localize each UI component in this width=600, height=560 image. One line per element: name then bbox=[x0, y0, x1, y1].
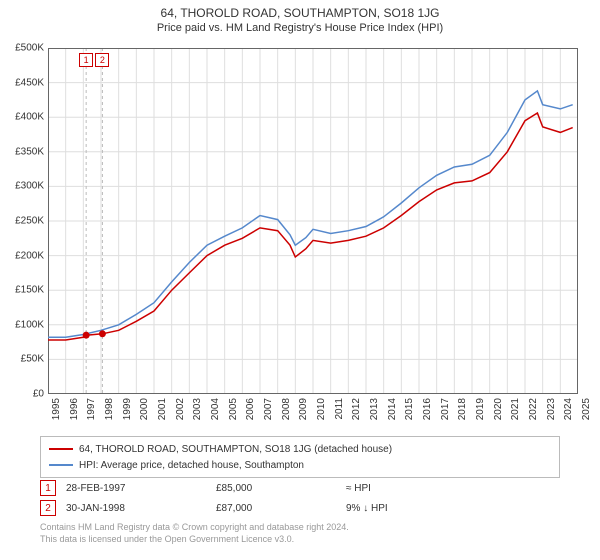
x-tick-label: 2016 bbox=[422, 398, 433, 420]
x-tick-label: 2001 bbox=[157, 398, 168, 420]
x-tick-label: 2014 bbox=[387, 398, 398, 420]
sale-marker-1: 1 bbox=[79, 53, 93, 67]
sale-date: 30-JAN-1998 bbox=[66, 503, 206, 514]
x-tick-label: 1996 bbox=[69, 398, 80, 420]
chart-plot-area: 12 bbox=[48, 48, 578, 394]
x-tick-label: 2021 bbox=[510, 398, 521, 420]
sale-number-box: 1 bbox=[40, 480, 56, 496]
y-tick-label: £50K bbox=[21, 354, 44, 365]
x-tick-label: 2002 bbox=[175, 398, 186, 420]
x-tick-label: 2003 bbox=[192, 398, 203, 420]
sale-number-box: 2 bbox=[40, 500, 56, 516]
x-tick-label: 2012 bbox=[351, 398, 362, 420]
legend-label: HPI: Average price, detached house, Sout… bbox=[79, 460, 304, 471]
y-tick-label: £350K bbox=[15, 146, 44, 157]
chart-title: 64, THOROLD ROAD, SOUTHAMPTON, SO18 1JG bbox=[0, 6, 600, 20]
y-tick-label: £250K bbox=[15, 216, 44, 227]
x-tick-label: 1995 bbox=[51, 398, 62, 420]
y-tick-label: £100K bbox=[15, 319, 44, 330]
x-tick-label: 2011 bbox=[334, 398, 345, 420]
x-tick-label: 2020 bbox=[493, 398, 504, 420]
x-tick-label: 1999 bbox=[122, 398, 133, 420]
y-tick-label: £150K bbox=[15, 285, 44, 296]
legend: 64, THOROLD ROAD, SOUTHAMPTON, SO18 1JG … bbox=[40, 436, 560, 478]
y-tick-label: £450K bbox=[15, 77, 44, 88]
y-tick-label: £200K bbox=[15, 250, 44, 261]
x-tick-label: 2013 bbox=[369, 398, 380, 420]
y-tick-label: £300K bbox=[15, 181, 44, 192]
x-tick-label: 2024 bbox=[563, 398, 574, 420]
x-axis: 1995 1996 1997 1998 1999 2000 2001 2002 2003 2004… bbox=[48, 396, 578, 432]
x-tick-label: 2025 bbox=[581, 398, 592, 420]
chart-svg bbox=[48, 48, 578, 394]
x-tick-label: 2007 bbox=[263, 398, 274, 420]
x-tick-label: 2010 bbox=[316, 398, 327, 420]
x-tick-label: 2023 bbox=[546, 398, 557, 420]
x-tick-label: 2004 bbox=[210, 398, 221, 420]
x-tick-label: 2017 bbox=[440, 398, 451, 420]
x-tick-label: 2008 bbox=[281, 398, 292, 420]
x-tick-label: 2015 bbox=[404, 398, 415, 420]
sale-price: £85,000 bbox=[216, 483, 336, 494]
x-tick-label: 2022 bbox=[528, 398, 539, 420]
legend-swatch bbox=[49, 448, 73, 450]
legend-item: HPI: Average price, detached house, Sout… bbox=[49, 457, 551, 473]
sale-date: 28-FEB-1997 bbox=[66, 483, 206, 494]
x-tick-label: 2019 bbox=[475, 398, 486, 420]
sale-price: £87,000 bbox=[216, 503, 336, 514]
legend-swatch bbox=[49, 464, 73, 466]
x-tick-label: 1997 bbox=[86, 398, 97, 420]
y-tick-label: £500K bbox=[15, 43, 44, 54]
x-tick-label: 1998 bbox=[104, 398, 115, 420]
sales-table: 1 28-FEB-1997 £85,000 ≈ HPI 2 30-JAN-1998 £87,… bbox=[40, 478, 560, 518]
footer-line-2: This data is licensed under the Open Gov… bbox=[40, 534, 560, 546]
legend-label: 64, THOROLD ROAD, SOUTHAMPTON, SO18 1JG … bbox=[79, 444, 392, 455]
chart-subtitle: Price paid vs. HM Land Registry's House … bbox=[0, 22, 600, 34]
x-tick-label: 2000 bbox=[139, 398, 150, 420]
sale-row: 1 28-FEB-1997 £85,000 ≈ HPI bbox=[40, 478, 560, 498]
y-tick-label: £0 bbox=[33, 389, 44, 400]
sale-marker-2: 2 bbox=[95, 53, 109, 67]
y-axis: £0£50K£100K£150K£200K£250K£300K£350K£400… bbox=[6, 48, 46, 394]
x-tick-label: 2018 bbox=[457, 398, 468, 420]
title-block: 64, THOROLD ROAD, SOUTHAMPTON, SO18 1JG … bbox=[0, 0, 600, 34]
y-tick-label: £400K bbox=[15, 112, 44, 123]
sale-delta: 9% ↓ HPI bbox=[346, 503, 466, 514]
x-tick-label: 2006 bbox=[245, 398, 256, 420]
sale-delta: ≈ HPI bbox=[346, 483, 466, 494]
legend-item: 64, THOROLD ROAD, SOUTHAMPTON, SO18 1JG … bbox=[49, 441, 551, 457]
sale-row: 2 30-JAN-1998 £87,000 9% ↓ HPI bbox=[40, 498, 560, 518]
footer: Contains HM Land Registry data © Crown c… bbox=[40, 522, 560, 545]
footer-line-1: Contains HM Land Registry data © Crown c… bbox=[40, 522, 560, 534]
x-tick-label: 2005 bbox=[228, 398, 239, 420]
x-tick-label: 2009 bbox=[298, 398, 309, 420]
